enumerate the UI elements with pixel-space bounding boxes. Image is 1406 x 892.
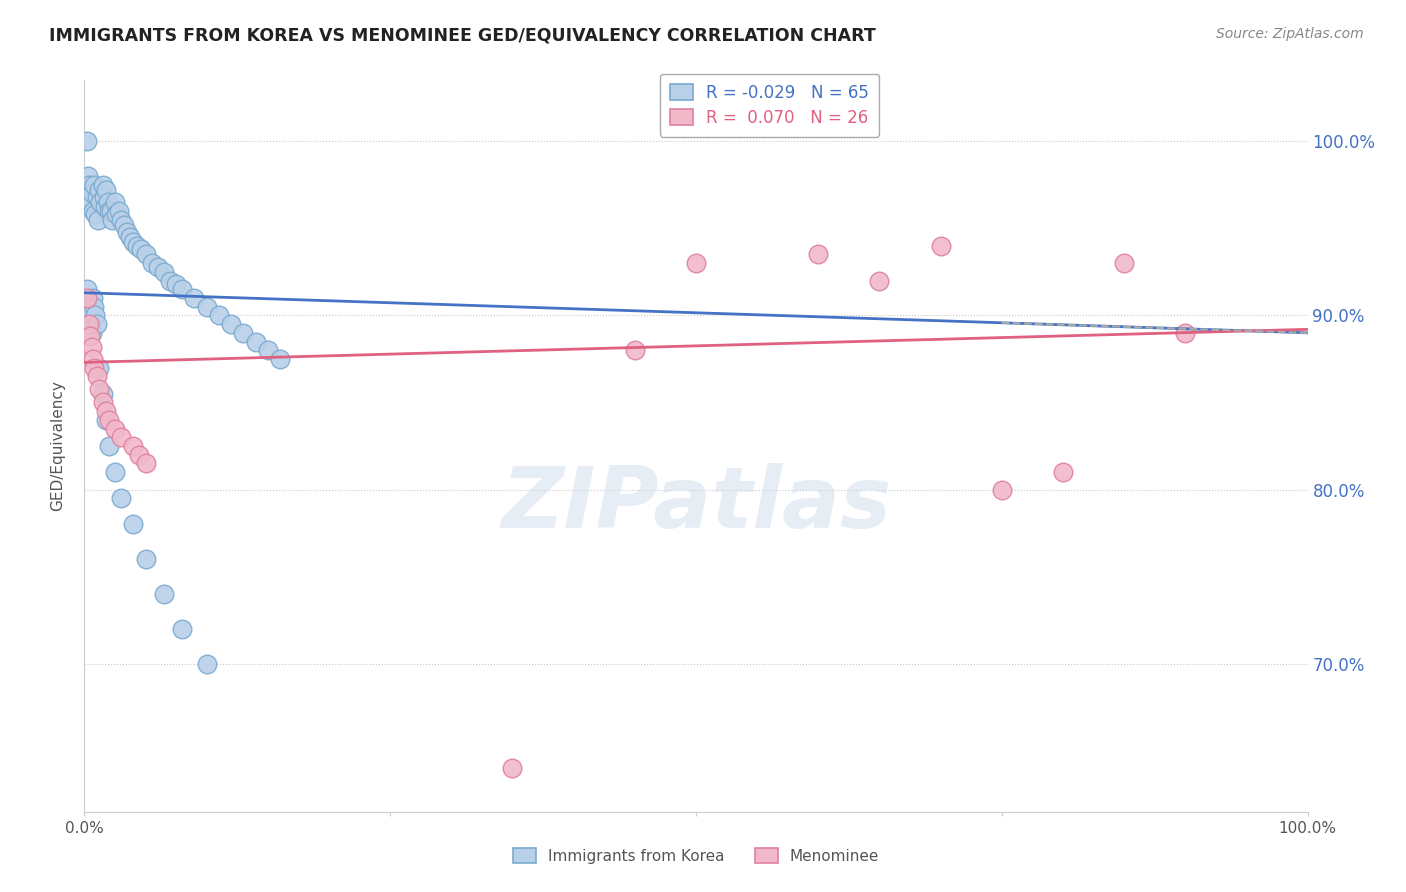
- Point: [80, 186, 103, 201]
- Point: [869, 274, 891, 288]
- Point: [115, 225, 138, 239]
- Point: [110, 430, 132, 444]
- Point: [122, 439, 145, 453]
- Point: [105, 207, 128, 221]
- Point: [87, 360, 110, 375]
- Point: [77, 309, 100, 323]
- Point: [104, 195, 127, 210]
- Point: [79, 195, 101, 210]
- Y-axis label: GED/Equivalency: GED/Equivalency: [51, 381, 66, 511]
- Point: [129, 242, 152, 256]
- Point: [93, 190, 115, 204]
- Point: [77, 169, 100, 183]
- Point: [97, 195, 120, 210]
- Point: [86, 190, 108, 204]
- Point: [1114, 256, 1136, 270]
- Point: [1174, 326, 1197, 340]
- Point: [101, 212, 124, 227]
- Point: [232, 326, 254, 340]
- Point: [97, 439, 120, 453]
- Point: [245, 334, 267, 349]
- Point: [82, 351, 104, 366]
- Point: [172, 282, 194, 296]
- Point: [172, 622, 194, 636]
- Point: [195, 300, 218, 314]
- Point: [83, 300, 105, 314]
- Point: [122, 517, 145, 532]
- Point: [97, 413, 120, 427]
- Point: [80, 340, 103, 354]
- Point: [685, 256, 707, 270]
- Point: [83, 360, 105, 375]
- Point: [79, 317, 101, 331]
- Point: [257, 343, 280, 358]
- Point: [104, 465, 127, 479]
- Point: [104, 421, 127, 435]
- Point: [76, 291, 98, 305]
- Point: [118, 230, 141, 244]
- Point: [82, 291, 104, 305]
- Point: [165, 277, 187, 291]
- Point: [80, 326, 103, 340]
- Point: [128, 448, 150, 462]
- Point: [208, 309, 231, 323]
- Point: [110, 212, 132, 227]
- Point: [1052, 465, 1074, 479]
- Point: [83, 178, 105, 192]
- Point: [86, 317, 108, 331]
- Point: [77, 178, 100, 192]
- Point: [125, 238, 148, 252]
- Point: [112, 218, 135, 232]
- Point: [96, 413, 118, 427]
- Point: [195, 657, 218, 671]
- Point: [91, 395, 114, 409]
- Legend: Immigrants from Korea, Menominee: Immigrants from Korea, Menominee: [506, 842, 886, 870]
- Text: IMMIGRANTS FROM KOREA VS MENOMINEE GED/EQUIVALENCY CORRELATION CHART: IMMIGRANTS FROM KOREA VS MENOMINEE GED/E…: [49, 27, 876, 45]
- Point: [87, 382, 110, 396]
- Point: [135, 457, 157, 471]
- Point: [107, 203, 129, 218]
- Point: [77, 300, 100, 314]
- Point: [807, 247, 830, 261]
- Point: [94, 201, 117, 215]
- Point: [135, 247, 157, 261]
- Point: [82, 203, 104, 218]
- Point: [929, 238, 952, 252]
- Point: [991, 483, 1014, 497]
- Point: [97, 203, 120, 218]
- Point: [135, 552, 157, 566]
- Point: [96, 404, 118, 418]
- Point: [153, 265, 176, 279]
- Point: [89, 195, 111, 210]
- Point: [91, 386, 114, 401]
- Point: [100, 203, 122, 218]
- Point: [76, 134, 98, 148]
- Point: [79, 329, 101, 343]
- Point: [146, 260, 169, 274]
- Point: [96, 183, 118, 197]
- Point: [141, 256, 163, 270]
- Point: [84, 207, 107, 221]
- Point: [502, 761, 524, 775]
- Text: Source: ZipAtlas.com: Source: ZipAtlas.com: [1216, 27, 1364, 41]
- Point: [122, 235, 145, 250]
- Point: [153, 587, 176, 601]
- Point: [84, 309, 107, 323]
- Point: [159, 274, 181, 288]
- Point: [86, 369, 108, 384]
- Point: [87, 212, 110, 227]
- Point: [87, 183, 110, 197]
- Point: [91, 178, 114, 192]
- Point: [76, 282, 98, 296]
- Point: [110, 491, 132, 506]
- Point: [219, 317, 242, 331]
- Point: [624, 343, 647, 358]
- Text: ZIPatlas: ZIPatlas: [501, 463, 891, 546]
- Point: [269, 351, 291, 366]
- Point: [77, 317, 100, 331]
- Point: [183, 291, 205, 305]
